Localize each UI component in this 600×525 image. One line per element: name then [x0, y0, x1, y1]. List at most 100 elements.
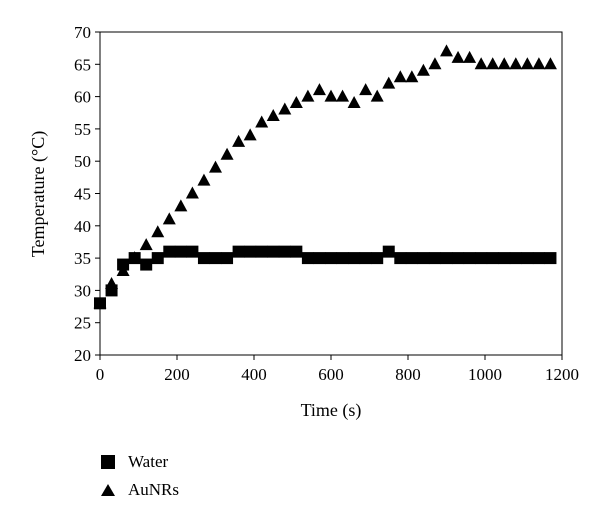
plot-area	[99, 31, 563, 356]
water-point	[174, 245, 187, 258]
series-water	[94, 245, 557, 310]
square-marker-icon	[100, 452, 128, 472]
aunrs-point	[220, 147, 234, 160]
aunrs-point	[428, 57, 442, 70]
water-point	[382, 245, 395, 258]
aunrs-point	[405, 70, 419, 83]
x-tick-label: 400	[241, 365, 267, 384]
aunrs-point	[509, 57, 523, 70]
water-point	[151, 252, 164, 265]
y-axis-title: Temperature (°C)	[28, 131, 49, 257]
aunrs-point	[416, 63, 430, 76]
chart-svg: 0 200 400 600 800 1000 1200 20 25 30 35 40 45 50 55 60 6…	[28, 23, 579, 421]
water-point	[544, 252, 557, 265]
axes: 0 200 400 600 800 1000 1200 20 25 30 35 40 45 50 55 60 6…	[74, 23, 579, 384]
x-tick-label: 200	[164, 365, 190, 384]
aunrs-point	[324, 89, 338, 102]
water-point	[313, 252, 326, 265]
water-point	[486, 252, 499, 265]
aunrs-point	[532, 57, 546, 70]
water-point	[221, 252, 234, 265]
aunrs-point	[116, 264, 130, 277]
aunrs-point	[174, 199, 188, 212]
water-point	[405, 252, 418, 265]
water-point	[475, 252, 488, 265]
legend-item-water: Water	[100, 448, 179, 476]
legend-label-water: Water	[128, 452, 169, 471]
legend-item-aunrs: AuNRs	[100, 476, 179, 504]
water-point	[301, 252, 314, 265]
triangle-marker-icon	[100, 480, 128, 500]
aunrs-point	[105, 276, 119, 289]
water-point	[232, 245, 245, 258]
water-point	[197, 252, 210, 265]
aunrs-point	[243, 128, 257, 141]
aunrs-point	[185, 186, 199, 199]
y-tick-label: 30	[74, 281, 91, 300]
aunrs-point	[382, 76, 396, 89]
y-tick-label: 35	[74, 249, 91, 268]
water-point	[498, 252, 511, 265]
water-point	[371, 252, 384, 265]
aunrs-point	[139, 238, 153, 251]
water-point	[532, 252, 545, 265]
x-tick-label: 0	[96, 365, 105, 384]
aunrs-point	[289, 96, 303, 109]
water-point	[359, 252, 372, 265]
y-tick-label: 60	[74, 88, 91, 107]
aunrs-point	[520, 57, 534, 70]
legend: Water AuNRs	[100, 448, 179, 504]
aunrs-point	[312, 83, 326, 96]
aunrs-point	[93, 296, 107, 309]
data-markers	[93, 44, 557, 310]
water-point	[209, 252, 222, 265]
aunrs-point	[232, 134, 246, 147]
aunrs-point	[301, 89, 315, 102]
aunrs-point	[162, 212, 176, 225]
x-axis-title: Time (s)	[301, 400, 362, 421]
water-point	[336, 252, 349, 265]
y-tick-label: 45	[74, 185, 91, 204]
aunrs-point	[497, 57, 511, 70]
water-point	[244, 245, 257, 258]
water-point	[394, 252, 407, 265]
y-tick-label: 65	[74, 55, 91, 74]
aunrs-point	[543, 57, 557, 70]
water-point	[521, 252, 534, 265]
plot-frame	[99, 31, 563, 356]
water-point	[186, 245, 199, 258]
x-tick-label: 600	[318, 365, 344, 384]
aunrs-point	[359, 83, 373, 96]
aunrs-point	[440, 44, 453, 57]
aunrs-point	[128, 251, 142, 264]
water-point	[325, 252, 337, 265]
water-point	[348, 252, 361, 265]
series-aunrs	[93, 44, 557, 309]
y-tick-label: 50	[74, 152, 91, 171]
water-point	[428, 252, 441, 265]
aunrs-point	[266, 108, 280, 121]
water-point	[290, 245, 303, 258]
water-point	[163, 245, 176, 258]
water-point	[463, 252, 476, 265]
aunrs-point	[463, 50, 477, 63]
y-tick-label: 55	[74, 120, 91, 139]
water-point	[140, 258, 153, 271]
aunrs-point	[278, 102, 292, 115]
aunrs-point	[474, 57, 488, 70]
water-point	[267, 245, 280, 258]
aunrs-point	[336, 89, 350, 102]
y-tick-label: 40	[74, 217, 91, 236]
aunrs-point	[197, 173, 211, 186]
y-tick-label: 25	[74, 314, 91, 333]
water-point	[278, 245, 291, 258]
aunrs-point	[209, 160, 222, 173]
aunrs-point	[255, 115, 269, 128]
x-tick-label: 1200	[545, 365, 579, 384]
water-point	[440, 252, 453, 265]
x-tick-label: 1000	[468, 365, 502, 384]
aunrs-point	[486, 57, 500, 70]
y-tick-label: 70	[74, 23, 91, 42]
aunrs-point	[393, 70, 407, 83]
water-point	[509, 252, 522, 265]
